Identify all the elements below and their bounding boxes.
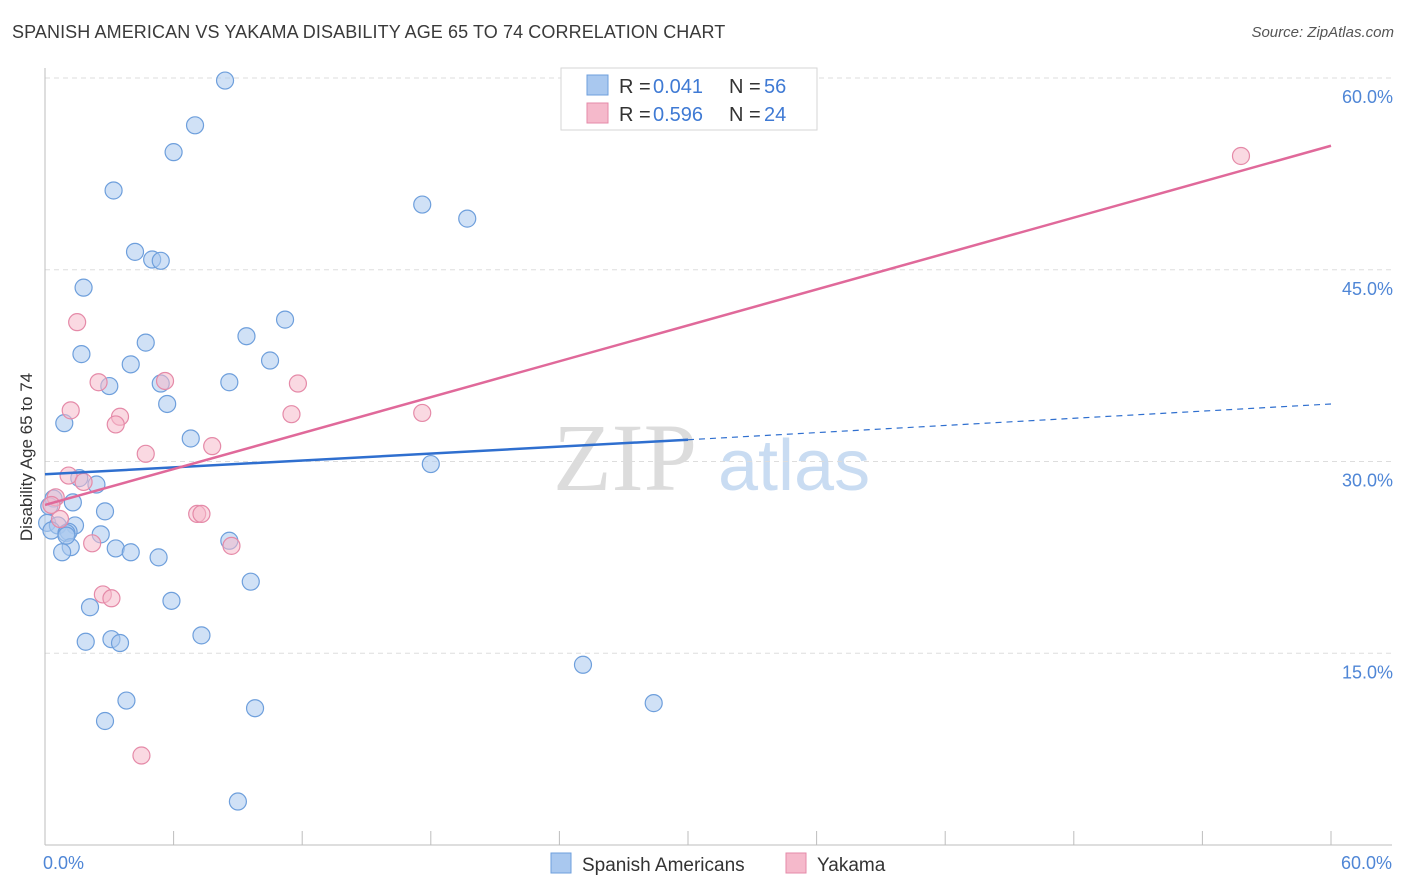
data-point-spanish-american [260, 351, 280, 370]
data-point-yakama [74, 472, 93, 492]
correlation-legend: R = 0.041 N = 56 R = 0.596 N = 24 [560, 67, 818, 131]
data-point-spanish-american [95, 502, 115, 521]
bottom-legend-swatch-blue [550, 852, 572, 874]
data-point-spanish-american [228, 792, 247, 811]
data-point-spanish-american [76, 632, 95, 651]
data-point-yakama [106, 415, 125, 434]
data-point-spanish-american [421, 454, 440, 474]
data-point-spanish-american [110, 633, 130, 653]
y-tick-label-30: 30.0% [1342, 471, 1393, 491]
bottom-legend-swatch-pink [785, 852, 807, 874]
y-tick-labels: 15.0% 30.0% 45.0% 60.0% [1342, 87, 1393, 682]
bottom-legend-label-blue: Spanish Americans [582, 855, 745, 876]
data-point-yakama [132, 746, 151, 765]
data-point-spanish-american [121, 355, 140, 374]
data-point-yakama [136, 444, 155, 463]
trend-line-spanish-americans-extension [687, 403, 1332, 441]
data-point-spanish-american [106, 539, 125, 558]
data-point-spanish-american [72, 345, 91, 364]
data-point-spanish-american [164, 143, 183, 162]
data-point-yakama [102, 589, 121, 608]
data-point-spanish-american [104, 181, 123, 200]
data-point-yakama [89, 373, 108, 392]
x-axis-ticks [44, 831, 1332, 845]
data-point-spanish-american [162, 591, 181, 610]
y-tick-label-60: 60.0% [1342, 87, 1393, 107]
gridlines [45, 77, 1392, 654]
data-point-yakama [288, 374, 308, 393]
y-tick-label-45: 45.0% [1342, 279, 1393, 299]
data-point-spanish-american [185, 116, 205, 135]
data-point-spanish-american [151, 251, 170, 270]
legend-n-value-pink: 24 [764, 104, 786, 126]
watermark-zip: ZIP [553, 404, 697, 511]
data-point-yakama [50, 509, 70, 529]
legend-swatch-pink [586, 102, 609, 124]
data-point-spanish-american [53, 543, 72, 562]
series-legend: Spanish Americans Yakama [550, 852, 886, 876]
data-point-spanish-american [220, 373, 239, 392]
data-point-spanish-american [125, 242, 145, 261]
data-point-spanish-american [95, 711, 115, 731]
data-point-yakama [59, 466, 78, 485]
data-point-yakama [282, 405, 301, 424]
data-point-spanish-american [215, 71, 235, 90]
data-point-spanish-american [149, 548, 168, 567]
data-point-spanish-american [644, 694, 663, 713]
data-point-spanish-american [192, 626, 211, 645]
x-tick-label-min: 0.0% [43, 853, 84, 873]
data-point-yakama [83, 534, 102, 553]
y-tick-label-15: 15.0% [1342, 662, 1393, 682]
data-point-spanish-american [121, 543, 140, 562]
chart-title: SPANISH AMERICAN VS YAKAMA DISABILITY AG… [12, 22, 726, 42]
data-point-yakama [203, 437, 222, 456]
data-point-spanish-american [181, 429, 200, 448]
y-axis-label: Disability Age 65 to 74 [17, 373, 36, 541]
data-point-spanish-american [136, 333, 155, 352]
legend-r-value-pink: 0.596 [653, 104, 703, 126]
data-point-spanish-american [237, 327, 256, 346]
data-point-spanish-american [57, 526, 76, 545]
legend-n-label-blue: N = [729, 76, 761, 98]
data-point-spanish-american [275, 310, 295, 329]
trend-line-yakama [44, 144, 1332, 507]
data-point-yakama [1231, 146, 1251, 166]
data-point-spanish-american [245, 699, 265, 718]
data-point-spanish-american [458, 209, 477, 228]
data-point-spanish-american [413, 195, 432, 214]
trend-lines [44, 144, 1332, 507]
data-point-yakama [222, 536, 241, 555]
data-point-yakama [192, 504, 211, 524]
data-point-spanish-american [241, 572, 260, 591]
bottom-legend-label-pink: Yakama [817, 855, 886, 876]
legend-r-value-blue: 0.041 [653, 76, 703, 98]
legend-r-label-blue: R = [619, 76, 651, 98]
legend-n-label-pink: N = [729, 104, 761, 126]
data-point-yakama [155, 371, 175, 391]
data-point-spanish-american [158, 394, 177, 414]
source-credit: Source: ZipAtlas.com [1251, 24, 1394, 41]
legend-swatch-blue [586, 74, 609, 96]
data-point-spanish-american [74, 278, 93, 297]
data-point-yakama [413, 403, 432, 423]
data-point-spanish-american [117, 691, 136, 710]
legend-r-label-pink: R = [619, 104, 651, 126]
trend-line-spanish-americans [44, 438, 689, 476]
data-point-spanish-american [573, 655, 593, 674]
watermark-atlas: atlas [718, 426, 870, 506]
x-tick-label-max: 60.0% [1341, 853, 1392, 873]
series-yakama [42, 146, 1251, 765]
data-point-yakama [61, 401, 80, 420]
data-point-yakama [68, 313, 87, 332]
legend-n-value-blue: 56 [764, 76, 786, 98]
data-point-spanish-american [80, 598, 100, 617]
